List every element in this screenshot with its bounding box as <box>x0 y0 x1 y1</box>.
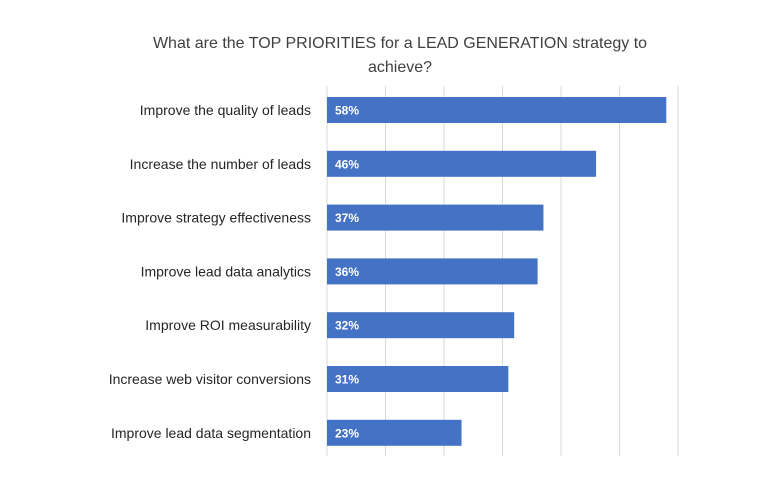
category-label-6: Improve lead data segmentation <box>111 425 311 441</box>
value-label-4: 32% <box>335 319 359 333</box>
bar-1 <box>327 150 597 177</box>
category-label-2: Improve strategy effectiveness <box>121 210 311 226</box>
bar-0 <box>327 97 667 123</box>
value-label-6: 23% <box>335 426 359 440</box>
category-label-0: Improve the quality of leads <box>140 102 311 118</box>
category-label-3: Improve lead data analytics <box>141 263 311 279</box>
category-label-5: Increase web visitor conversions <box>109 371 311 387</box>
value-label-0: 58% <box>335 104 359 118</box>
category-label-1: Increase the number of leads <box>130 156 311 172</box>
chart-title: What are the TOP PRIORITIES for a LEAD G… <box>152 35 648 76</box>
value-label-5: 31% <box>335 373 359 387</box>
value-label-2: 37% <box>335 211 359 225</box>
value-label-1: 46% <box>335 157 359 171</box>
category-label-4: Improve ROI measurability <box>145 317 311 333</box>
bar-2 <box>327 204 544 231</box>
bar-6 <box>327 419 462 446</box>
bar-5 <box>327 366 509 392</box>
bar-4 <box>327 312 515 339</box>
value-label-3: 36% <box>335 265 359 279</box>
bar-3 <box>327 258 538 285</box>
